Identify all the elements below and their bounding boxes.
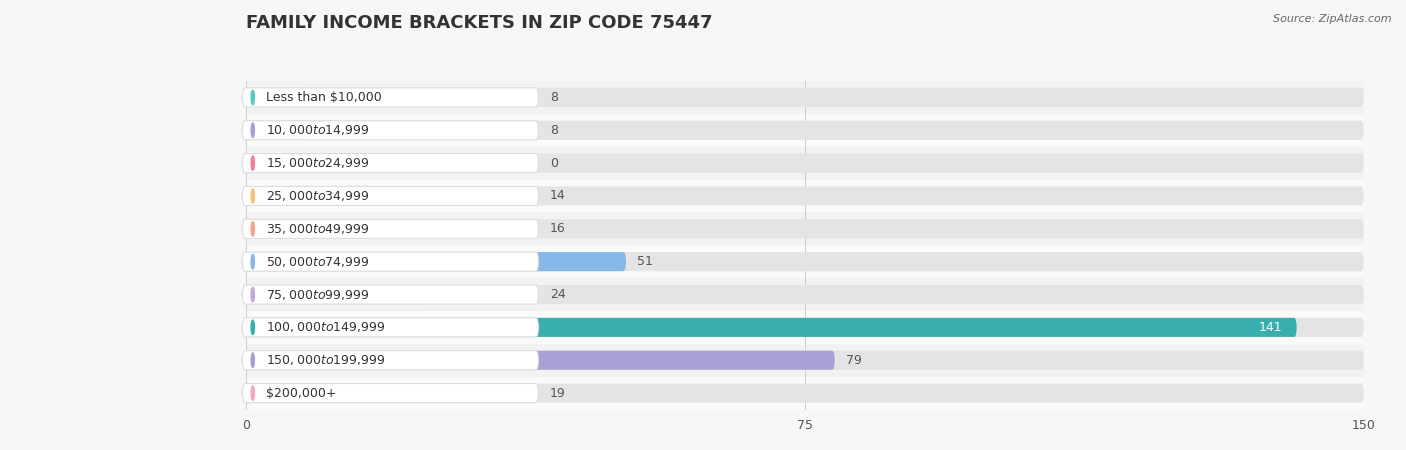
Text: $150,000 to $199,999: $150,000 to $199,999 [266, 353, 385, 367]
FancyBboxPatch shape [242, 88, 538, 107]
Text: 79: 79 [846, 354, 862, 367]
FancyBboxPatch shape [246, 219, 1364, 239]
Bar [246, 245, 1364, 278]
Text: $35,000 to $49,999: $35,000 to $49,999 [266, 222, 370, 236]
FancyBboxPatch shape [246, 88, 305, 107]
FancyBboxPatch shape [242, 318, 538, 337]
FancyBboxPatch shape [246, 351, 1364, 370]
Circle shape [252, 221, 254, 236]
Text: $200,000+: $200,000+ [266, 387, 336, 400]
FancyBboxPatch shape [242, 219, 538, 239]
Text: 24: 24 [550, 288, 565, 301]
FancyBboxPatch shape [242, 383, 538, 403]
Circle shape [252, 189, 254, 203]
Circle shape [252, 353, 254, 368]
FancyBboxPatch shape [246, 351, 835, 370]
FancyBboxPatch shape [246, 252, 626, 271]
FancyBboxPatch shape [246, 285, 1364, 304]
Text: $10,000 to $14,999: $10,000 to $14,999 [266, 123, 370, 137]
Circle shape [252, 90, 254, 105]
FancyBboxPatch shape [246, 88, 1364, 107]
FancyBboxPatch shape [246, 219, 366, 239]
Circle shape [252, 156, 254, 171]
Bar [246, 212, 1364, 245]
FancyBboxPatch shape [246, 383, 1364, 403]
Circle shape [252, 386, 254, 400]
FancyBboxPatch shape [246, 318, 1364, 337]
Bar [246, 311, 1364, 344]
Bar [246, 377, 1364, 410]
FancyBboxPatch shape [242, 153, 538, 173]
Text: 0: 0 [550, 157, 558, 170]
FancyBboxPatch shape [242, 186, 538, 206]
Text: 16: 16 [550, 222, 565, 235]
Text: 8: 8 [550, 91, 558, 104]
Text: $50,000 to $74,999: $50,000 to $74,999 [266, 255, 370, 269]
FancyBboxPatch shape [242, 351, 538, 370]
Text: 141: 141 [1258, 321, 1282, 334]
FancyBboxPatch shape [246, 121, 305, 140]
Text: Less than $10,000: Less than $10,000 [266, 91, 382, 104]
FancyBboxPatch shape [246, 285, 425, 304]
Bar [246, 344, 1364, 377]
Text: 8: 8 [550, 124, 558, 137]
FancyBboxPatch shape [246, 186, 1364, 206]
Text: $25,000 to $34,999: $25,000 to $34,999 [266, 189, 370, 203]
Bar [246, 278, 1364, 311]
Text: 19: 19 [550, 387, 565, 400]
FancyBboxPatch shape [246, 383, 388, 403]
Bar [246, 114, 1364, 147]
Circle shape [252, 123, 254, 138]
FancyBboxPatch shape [246, 121, 1364, 140]
Text: $75,000 to $99,999: $75,000 to $99,999 [266, 288, 370, 302]
Circle shape [252, 254, 254, 269]
FancyBboxPatch shape [242, 252, 538, 271]
Text: 14: 14 [550, 189, 565, 202]
FancyBboxPatch shape [242, 121, 538, 140]
FancyBboxPatch shape [246, 153, 1364, 173]
FancyBboxPatch shape [246, 318, 1296, 337]
FancyBboxPatch shape [246, 186, 350, 206]
Bar [246, 81, 1364, 114]
FancyBboxPatch shape [246, 252, 1364, 271]
Text: 51: 51 [637, 255, 654, 268]
Text: $100,000 to $149,999: $100,000 to $149,999 [266, 320, 385, 334]
Text: $15,000 to $24,999: $15,000 to $24,999 [266, 156, 370, 170]
Bar [246, 180, 1364, 212]
FancyBboxPatch shape [242, 285, 538, 304]
Text: Source: ZipAtlas.com: Source: ZipAtlas.com [1274, 14, 1392, 23]
Bar [246, 147, 1364, 180]
Text: FAMILY INCOME BRACKETS IN ZIP CODE 75447: FAMILY INCOME BRACKETS IN ZIP CODE 75447 [246, 14, 713, 32]
Circle shape [252, 287, 254, 302]
Circle shape [252, 320, 254, 335]
